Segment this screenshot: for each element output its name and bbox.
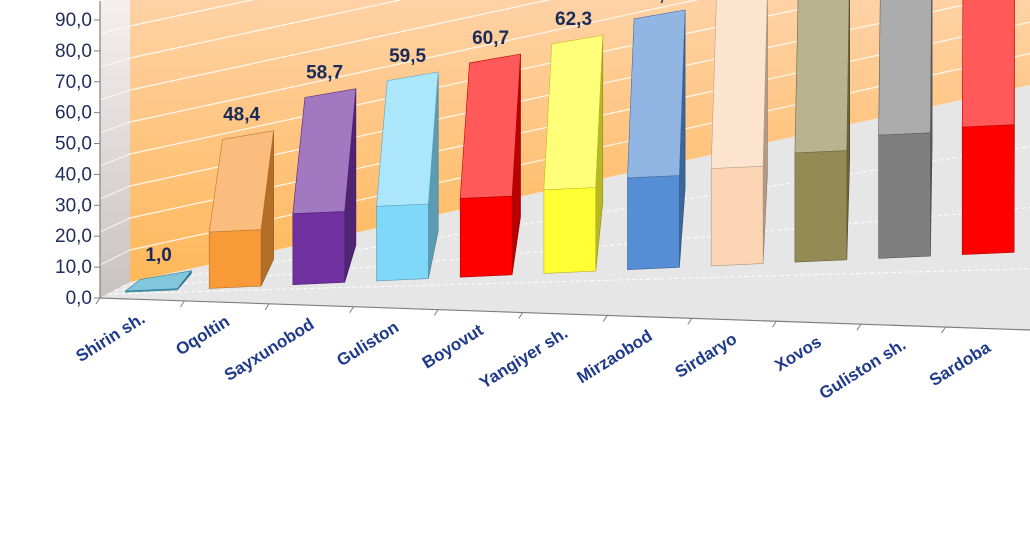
side-gridline: [99, 249, 131, 266]
x-tick-label: Boyovut: [419, 320, 487, 372]
bar: [208, 130, 274, 289]
x-axis-line: [99, 297, 1030, 331]
data-label: 66,2: [638, 0, 675, 5]
y-tick-label: 90,0: [55, 10, 92, 31]
bar-top: [627, 9, 686, 179]
bar: [961, 0, 1015, 255]
y-tick-label: 10,0: [55, 257, 92, 278]
side-gridline: [99, 217, 131, 233]
bar-top: [710, 0, 768, 169]
bar-front: [794, 150, 848, 263]
x-tick: [771, 320, 777, 328]
y-tick-label: 80,0: [55, 41, 92, 62]
bar-front: [376, 203, 429, 282]
side-wall: [100, 0, 130, 298]
gridline: [129, 0, 699, 123]
data-label: 59,5: [389, 46, 426, 67]
data-label: 58,7: [306, 63, 343, 84]
x-tick: [941, 326, 946, 334]
bar: [124, 269, 193, 293]
bar-front: [710, 165, 764, 267]
x-tick-label: Oqoltin: [172, 312, 233, 360]
gridline: [129, 0, 552, 91]
bar-top: [961, 0, 1015, 128]
bar-top: [543, 34, 604, 191]
bar-front: [961, 124, 1015, 255]
bar-top: [376, 71, 439, 207]
side-gridline: [99, 57, 131, 68]
bar-front: [459, 195, 513, 278]
data-label: 1,0: [145, 245, 171, 266]
x-tick-label: Guliston sh.: [816, 335, 909, 403]
bar: [710, 0, 768, 267]
floor-gridline: [114, 207, 1030, 291]
side-gridline: [99, 25, 131, 35]
bar-top: [124, 270, 193, 292]
x-tick-label: Sardoba: [926, 338, 994, 390]
side-gridline: [99, 121, 131, 134]
bar-top: [208, 130, 274, 233]
axes: [94, 1, 1030, 334]
data-label: 48,4: [223, 105, 260, 126]
x-tick: [180, 300, 185, 308]
x-tick-label: Sayxunobod: [221, 315, 318, 385]
bar: [376, 71, 439, 282]
bar-front: [543, 187, 597, 274]
y-tick-label: 20,0: [55, 226, 92, 247]
x-tick: [95, 297, 101, 305]
data-label: 62,3: [555, 9, 592, 30]
x-tick-label: Shirin sh.: [73, 309, 149, 366]
x-tick-label: Mirzaobod: [574, 326, 656, 387]
bar-front: [627, 175, 680, 271]
x-tick: [433, 309, 439, 316]
y-tick-label: 50,0: [55, 134, 92, 155]
bar-top: [794, 0, 850, 154]
bar: [878, 0, 933, 259]
data-label: 60,7: [472, 28, 509, 49]
bar-front: [292, 211, 346, 286]
bars: [124, 0, 1015, 293]
bar-front: [878, 132, 931, 259]
x-tick: [518, 312, 524, 319]
x-tick: [264, 303, 270, 311]
bar: [543, 34, 604, 274]
side-gridline: [99, 153, 131, 167]
x-tick-label: Sirdaryo: [672, 329, 741, 382]
x-tick-label: Xovos: [771, 332, 824, 375]
gridline: [129, 0, 404, 59]
y-tick-label: 40,0: [55, 164, 92, 185]
x-tick-label: Yangiyer sh.: [476, 323, 571, 392]
bar: [459, 53, 521, 278]
x-tick: [856, 323, 862, 331]
side-gridline: [99, 89, 131, 101]
y-tick-label: 0,0: [66, 288, 92, 309]
y-tick-label: 60,0: [55, 103, 92, 124]
x-tick: [687, 318, 693, 325]
x-tick: [349, 306, 355, 314]
bar: [292, 88, 357, 286]
bar-top: [459, 53, 521, 199]
y-tick-label: 70,0: [55, 72, 92, 93]
x-tick: [602, 315, 608, 322]
side-gridline: [99, 185, 131, 200]
bar-front: [208, 229, 262, 289]
bar: [794, 0, 851, 263]
bar-top: [878, 0, 932, 136]
x-tick-label: Guliston: [333, 317, 402, 370]
y-tick-label: 30,0: [55, 195, 92, 216]
bar-top: [292, 88, 357, 215]
bar: [627, 9, 686, 271]
